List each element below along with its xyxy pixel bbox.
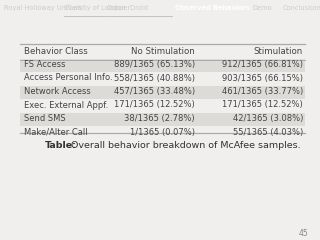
Text: 558/1365 (40.88%): 558/1365 (40.88%): [114, 73, 195, 83]
Text: 38/1365 (2.78%): 38/1365 (2.78%): [124, 114, 195, 123]
Text: 55/1365 (4.03%): 55/1365 (4.03%): [233, 127, 303, 137]
Text: Exec. External Appf.: Exec. External Appf.: [24, 101, 108, 109]
Text: Access Personal Info.: Access Personal Info.: [24, 73, 113, 83]
Bar: [20, 86, 305, 99]
Text: Overall behavior breakdown of McAfee samples.: Overall behavior breakdown of McAfee sam…: [68, 142, 300, 150]
Text: 457/1365 (33.48%): 457/1365 (33.48%): [114, 87, 195, 96]
Text: Table:: Table:: [45, 142, 77, 150]
Text: 45: 45: [298, 229, 308, 239]
Text: 1/1365 (0.07%): 1/1365 (0.07%): [130, 127, 195, 137]
Text: 912/1365 (66.81%): 912/1365 (66.81%): [222, 60, 303, 69]
Text: Royal Holloway University of London: Royal Holloway University of London: [4, 5, 126, 11]
Text: Observed Behaviors: Observed Behaviors: [175, 5, 250, 11]
Text: No Stimulation: No Stimulation: [131, 47, 195, 55]
Bar: [20, 59, 305, 72]
Text: 171/1365 (12.52%): 171/1365 (12.52%): [222, 101, 303, 109]
Text: 889/1365 (65.13%): 889/1365 (65.13%): [114, 60, 195, 69]
Text: CopperDroid: CopperDroid: [107, 5, 149, 11]
Text: 461/1365 (33.77%): 461/1365 (33.77%): [222, 87, 303, 96]
Text: 171/1365 (12.52%): 171/1365 (12.52%): [114, 101, 195, 109]
Text: S²Lab: S²Lab: [64, 5, 83, 11]
Text: Demo: Demo: [252, 5, 272, 11]
Text: Stimulation: Stimulation: [254, 47, 303, 55]
Bar: [20, 113, 305, 126]
Text: Make/Alter Call: Make/Alter Call: [24, 127, 88, 137]
Text: Behavior Class: Behavior Class: [24, 47, 88, 55]
Text: FS Access: FS Access: [24, 60, 66, 69]
Text: 903/1365 (66.15%): 903/1365 (66.15%): [222, 73, 303, 83]
Text: 42/1365 (3.08%): 42/1365 (3.08%): [233, 114, 303, 123]
Text: Conclusions: Conclusions: [283, 5, 320, 11]
Text: Send SMS: Send SMS: [24, 114, 66, 123]
Text: Network Access: Network Access: [24, 87, 91, 96]
